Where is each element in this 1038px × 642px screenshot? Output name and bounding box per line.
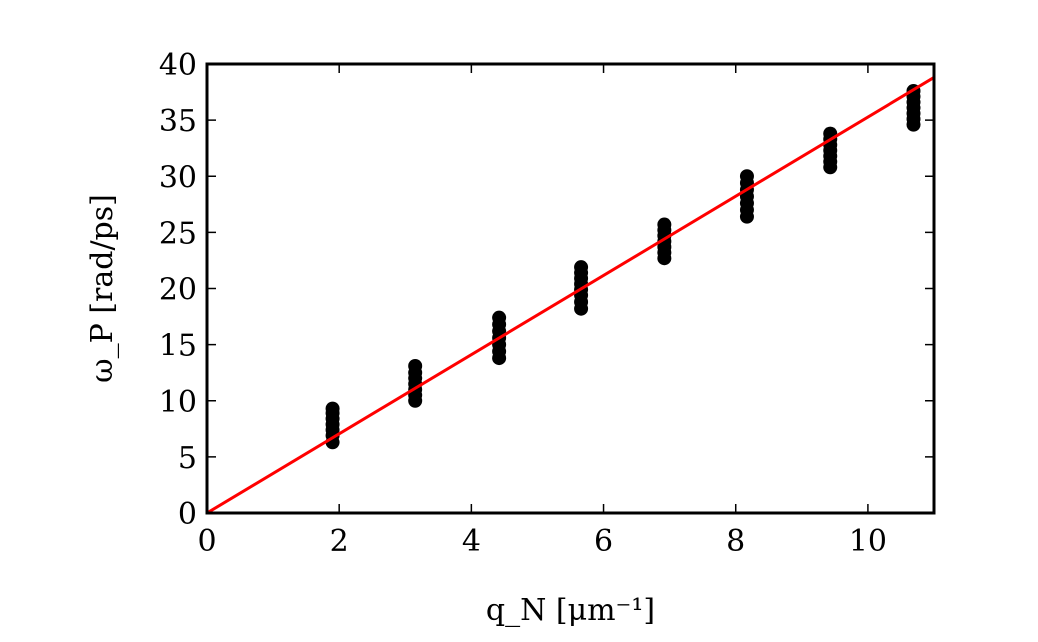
x-tick-label: 8 — [726, 524, 745, 559]
x-axis-label: q_N [μm⁻¹] — [486, 593, 655, 628]
fit-line-layer — [206, 76, 935, 515]
y-tick-label: 0 — [178, 497, 197, 532]
y-tick-label: 15 — [159, 329, 197, 364]
y-tick-label: 10 — [159, 385, 197, 420]
x-tick-label: 6 — [594, 524, 613, 559]
y-tick-label: 40 — [159, 48, 197, 83]
x-tick-label: 0 — [197, 524, 216, 559]
data-point — [657, 217, 672, 232]
data-point — [492, 310, 507, 325]
tick-labels: 0 2 4 6 8 10 0 5 10 15 20 25 30 35 40 — [159, 48, 887, 559]
fit-line — [206, 76, 935, 515]
data-point — [408, 358, 423, 373]
data-point — [574, 260, 589, 275]
data-point — [325, 401, 340, 416]
x-tick-label: 10 — [849, 524, 887, 559]
y-tick-label: 20 — [159, 273, 197, 308]
axis-ticks — [206, 63, 934, 514]
y-tick-label: 25 — [159, 216, 197, 251]
data-point — [739, 169, 754, 184]
y-tick-label: 5 — [178, 441, 197, 476]
x-tick-label: 4 — [462, 524, 481, 559]
x-tick-label: 2 — [330, 524, 349, 559]
y-axis-label: ω_P [rad/ps] — [85, 194, 120, 383]
y-tick-label: 35 — [159, 104, 197, 139]
y-tick-label: 30 — [159, 160, 197, 195]
